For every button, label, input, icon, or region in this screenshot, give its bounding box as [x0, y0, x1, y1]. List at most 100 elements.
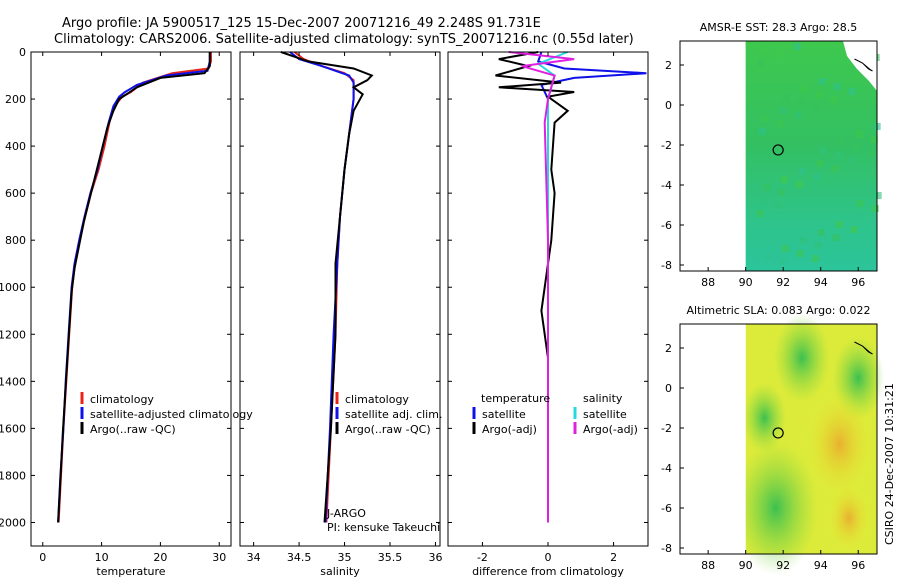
profile-panel-1: 34 34.5 35 35.5 36 salinity climatology satelli…	[239, 51, 442, 578]
legend-label: satellite adj. clim.	[345, 408, 442, 421]
sst-cell	[867, 149, 875, 156]
y-tick-label: 1400	[0, 375, 26, 388]
y-tick-label: 1200	[0, 328, 26, 341]
sla-map-title: Altimetric SLA: 0.083 Argo: 0.022	[686, 304, 870, 317]
sst-map-title: AMSR-E SST: 28.3 Argo: 28.5	[700, 21, 858, 34]
legend-heading-temperature: temperature	[481, 392, 550, 405]
x-tick-label: 92	[776, 276, 790, 289]
y-tick-label: -8	[661, 542, 672, 555]
y-tick-label: -6	[661, 502, 672, 515]
legend-label: satellite	[482, 408, 526, 421]
argo-float-marker	[772, 427, 784, 439]
sst-cell	[778, 258, 786, 265]
sst-cell	[856, 200, 864, 207]
x-tick-label: 90	[739, 276, 753, 289]
series-line-temperature-argo-adj-	[495, 51, 575, 523]
x-tick-label: 34	[247, 551, 261, 564]
sla-anomaly-blob	[805, 389, 874, 499]
x-tick-label: 10	[95, 551, 109, 564]
sst-cell	[837, 139, 845, 146]
sst-cell	[871, 205, 879, 212]
legend-label: satellite	[583, 408, 627, 421]
series-line-salinity-argo-adj-	[508, 51, 575, 523]
plot-frame	[239, 51, 441, 547]
sst-cell	[874, 192, 882, 199]
sla-anomaly-blob	[733, 440, 818, 576]
y-tick-label: 2	[665, 342, 672, 355]
y-tick-label: 1800	[0, 469, 26, 482]
sla-anomaly-blob	[826, 482, 871, 554]
y-tick-label: 0	[19, 46, 26, 59]
series-line-salinity-satellite	[536, 51, 569, 523]
y-tick-label: 600	[5, 187, 26, 200]
sst-cell	[794, 112, 802, 119]
no-data-area	[680, 324, 746, 554]
sst-cell	[776, 120, 784, 127]
sst-cell	[814, 242, 822, 249]
sst-cell	[836, 70, 844, 77]
sst-cell	[830, 96, 838, 103]
sst-cell	[761, 115, 769, 122]
sst-cell	[811, 255, 819, 262]
sst-cell	[759, 197, 767, 204]
sst-cell	[756, 210, 764, 217]
sst-cell	[832, 234, 840, 241]
sst-cell	[835, 221, 843, 228]
sst-cell	[819, 147, 827, 154]
legend-heading-salinity: salinity	[583, 392, 623, 405]
legend-label: Argo(..raw -QC)	[345, 423, 431, 436]
y-tick-label: 1600	[0, 422, 26, 435]
y-tick-label: 1000	[0, 281, 26, 294]
sla-anomaly-blob	[773, 313, 830, 403]
header-line1: Argo profile: JA 5900517_125 15-Dec-2007…	[62, 16, 541, 31]
sst-cell	[775, 51, 783, 58]
x-tick-label: 0	[545, 551, 552, 564]
credit-text: CSIRO 24-Dec-2007 10:31:21	[883, 383, 896, 545]
y-tick-label: 2	[665, 59, 672, 72]
sst-cell	[782, 94, 790, 101]
sst-cell	[852, 144, 860, 151]
x-tick-label: 36	[428, 551, 442, 564]
x-tick-label: 90	[739, 559, 753, 572]
y-tick-label: -6	[661, 219, 672, 232]
map-frame	[679, 323, 878, 555]
y-tick-label: 0	[665, 382, 672, 395]
x-axis-label: temperature	[96, 565, 165, 578]
legend-label: climatology	[345, 393, 409, 406]
sst-cell	[795, 181, 803, 188]
sst-cell	[851, 75, 859, 82]
y-tick-label: 0	[665, 99, 672, 112]
series-line-climatology	[293, 51, 355, 523]
annotation-text: PI: kensuke Takeuchi	[327, 521, 440, 534]
x-tick-label: 96	[851, 559, 865, 572]
sst-cell	[757, 59, 765, 66]
series-line-satellite-adj-clim-	[289, 51, 355, 523]
sst-cell	[745, 41, 753, 48]
sst-map-panel: AMSR-E SST: 28.3 Argo: 28.5 88 90 92 94 96 2 0 -…	[661, 21, 882, 289]
series-line-satellite-adjusted-climatology	[57, 52, 211, 523]
y-tick-label: 2000	[0, 516, 26, 529]
sst-cell	[798, 168, 806, 175]
sst-cell	[760, 46, 768, 53]
legend-label: climatology	[90, 393, 154, 406]
y-tick-label: -8	[661, 259, 672, 272]
x-tick-label: 94	[814, 276, 828, 289]
sst-cell	[849, 157, 857, 164]
sst-cell	[834, 152, 842, 159]
legend-label: Argo(-adj)	[482, 423, 537, 436]
sst-cell	[777, 189, 785, 196]
x-tick-label: 88	[701, 276, 715, 289]
y-tick-label: -4	[661, 179, 672, 192]
sst-cell	[855, 131, 863, 138]
x-axis-label: difference from climatology	[472, 565, 624, 578]
x-tick-label: 34.5	[287, 551, 312, 564]
sst-cell	[763, 253, 771, 260]
sst-cell	[774, 202, 782, 209]
x-tick-label: 92	[776, 559, 790, 572]
y-tick-label: 200	[5, 93, 26, 106]
legend-label: satellite-adjusted climatology	[90, 408, 253, 421]
y-tick-label: -2	[661, 422, 672, 435]
sla-map-panel: Altimetric SLA: 0.083 Argo: 0.022 88 90 92 9…	[661, 304, 885, 576]
sst-cell	[780, 176, 788, 183]
argo-float-marker	[772, 144, 784, 156]
